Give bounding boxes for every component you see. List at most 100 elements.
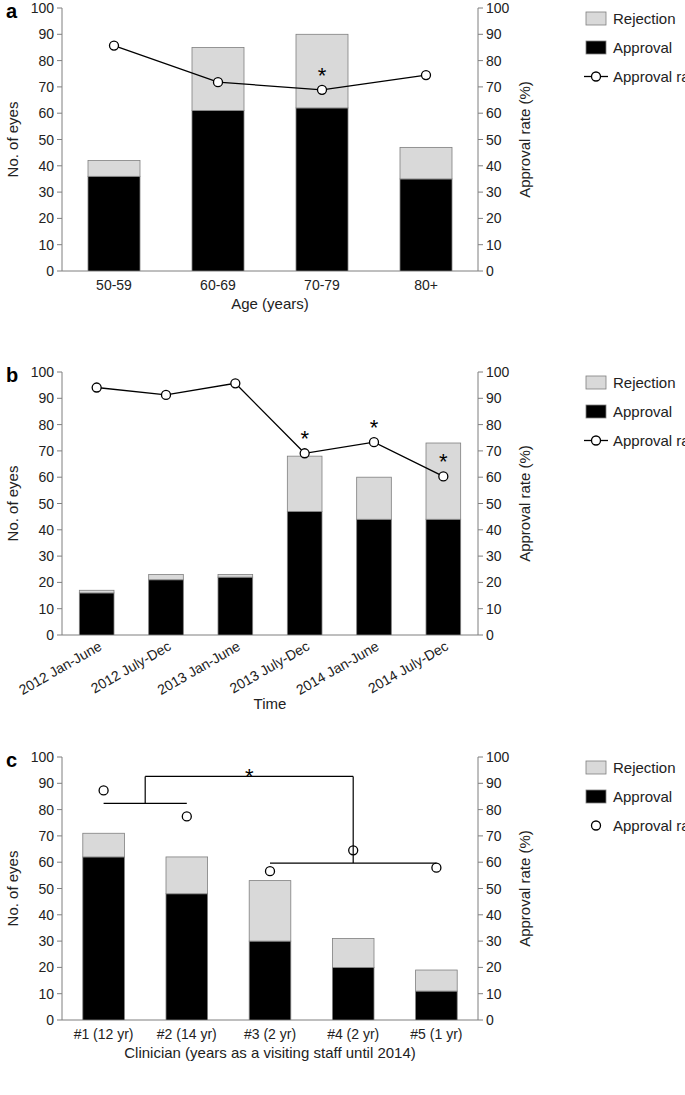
y-tick-label: 10 [38, 986, 54, 1002]
y-tick-label: 20 [38, 210, 54, 226]
y2-tick [478, 888, 483, 889]
plot-area [88, 34, 452, 271]
x-axis-label: Clinician (years as a visiting staff unt… [124, 1044, 416, 1061]
panel: a010203040506070809010001020304050607080… [4, 0, 685, 312]
y2-tick-label: 70 [486, 79, 502, 95]
bar [218, 577, 253, 635]
y2-tick [478, 139, 483, 140]
y-tick [57, 993, 62, 994]
y2-tick [478, 608, 483, 609]
y2-tick [478, 477, 483, 478]
bar [426, 519, 461, 635]
rate-marker [110, 41, 119, 50]
significance-mark: * [370, 415, 379, 440]
y2-tick [478, 835, 483, 836]
x-tick-label: #3 (2 yr) [244, 1026, 296, 1042]
y-tick-label: 100 [31, 749, 55, 765]
bar [332, 967, 374, 1020]
x-tick-label: #2 (14 yr) [157, 1026, 217, 1042]
legend-swatch [586, 12, 606, 25]
y2-tick [478, 914, 483, 915]
x-axis [62, 635, 478, 636]
y-tick [57, 888, 62, 889]
y-tick-label: 30 [38, 933, 54, 949]
y-tick-label: 30 [38, 184, 54, 200]
y2-tick-label: 40 [486, 158, 502, 174]
significance-mark: * [300, 426, 309, 451]
y2-tick [478, 34, 483, 35]
y2-tick-label: 70 [486, 828, 502, 844]
y2-axis-label: Approval rate (%) [516, 445, 533, 562]
y2-tick [478, 113, 483, 114]
x-tick-label: #4 (2 yr) [327, 1026, 379, 1042]
rate-line [114, 46, 426, 90]
y2-tick-label: 80 [486, 417, 502, 433]
bar [357, 477, 392, 519]
y2-tick-label: 80 [486, 802, 502, 818]
legend-swatch [586, 405, 606, 418]
significance-mark: * [318, 63, 327, 88]
y-tick [57, 835, 62, 836]
y2-tick-label: 20 [486, 959, 502, 975]
bar [83, 857, 125, 1020]
legend-marker [592, 72, 601, 81]
rate-line [97, 383, 444, 476]
panel: b010203040506070809010001020304050607080… [4, 364, 685, 712]
y2-tick-label: 90 [486, 390, 502, 406]
y2-tick [478, 165, 483, 166]
y2-tick [478, 809, 483, 810]
y-tick [57, 477, 62, 478]
x-axis-label: Time [254, 695, 287, 712]
y2-tick [478, 244, 483, 245]
panel-label: c [6, 749, 17, 771]
significance-mark: * [245, 764, 254, 789]
y-tick [57, 424, 62, 425]
y2-axis-label: Approval rate (%) [516, 830, 533, 947]
y-tick-label: 40 [38, 522, 54, 538]
y2-tick-label: 50 [486, 132, 502, 148]
y-axis-label: No. of eyes [4, 851, 21, 927]
y2-tick [478, 372, 483, 373]
y2-tick-label: 10 [486, 601, 502, 617]
y-tick [57, 450, 62, 451]
bar [416, 970, 458, 991]
y2-tick-label: 100 [486, 749, 510, 765]
y-tick [57, 165, 62, 166]
bar [79, 593, 114, 635]
significance-bracket [145, 776, 146, 803]
bar [400, 147, 452, 179]
y-tick [57, 635, 62, 636]
y-tick-label: 50 [38, 881, 54, 897]
y2-tick [478, 450, 483, 451]
y2-tick-label: 50 [486, 496, 502, 512]
y2-tick-label: 60 [486, 854, 502, 870]
rate-marker [182, 812, 191, 821]
y-tick [57, 967, 62, 968]
legend-label: Rejection [613, 10, 676, 27]
y-tick [57, 218, 62, 219]
bar [79, 590, 114, 593]
y-tick-label: 60 [38, 105, 54, 121]
y-tick [57, 757, 62, 758]
y2-tick [478, 398, 483, 399]
y-tick-label: 20 [38, 574, 54, 590]
y-tick-label: 50 [38, 496, 54, 512]
y2-tick [478, 783, 483, 784]
y2-tick-label: 10 [486, 237, 502, 253]
y-tick [57, 398, 62, 399]
y2-tick-label: 90 [486, 775, 502, 791]
legend-swatch [586, 41, 606, 54]
y-tick-label: 10 [38, 601, 54, 617]
y2-tick [478, 529, 483, 530]
rate-marker [214, 78, 223, 87]
rate-marker [92, 383, 101, 392]
y-tick-label: 80 [38, 417, 54, 433]
rate-marker [99, 786, 108, 795]
y-axis-label: No. of eyes [4, 102, 21, 178]
line-area [110, 41, 431, 94]
y2-tick [478, 192, 483, 193]
bar [192, 111, 244, 271]
y-tick-label: 90 [38, 26, 54, 42]
y-tick-label: 70 [38, 79, 54, 95]
y2-tick [478, 582, 483, 583]
